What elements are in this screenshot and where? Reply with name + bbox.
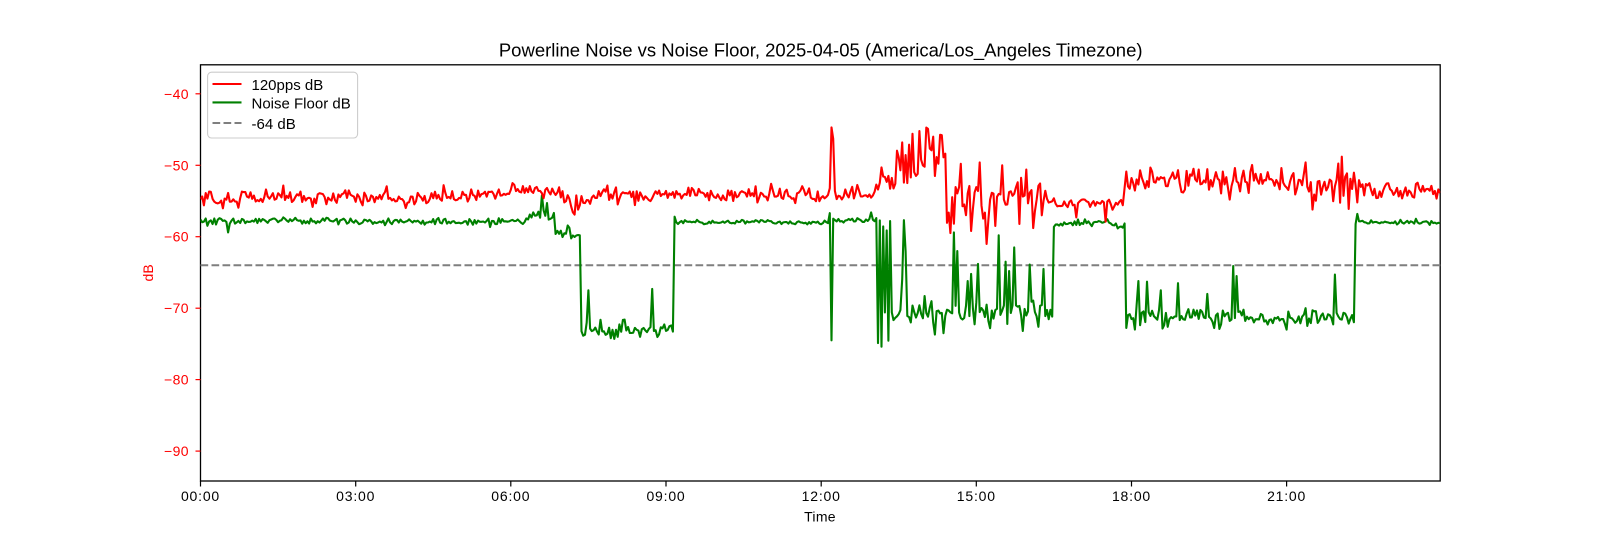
svg-text:−90: −90 (164, 443, 189, 459)
svg-text:−80: −80 (164, 372, 189, 388)
svg-text:Powerline Noise vs Noise Floor: Powerline Noise vs Noise Floor, 2025-04-… (499, 39, 1143, 61)
svg-text:−50: −50 (164, 157, 189, 173)
svg-text:03:00: 03:00 (336, 488, 375, 504)
svg-text:15:00: 15:00 (957, 488, 996, 504)
svg-text:09:00: 09:00 (646, 488, 685, 504)
svg-text:18:00: 18:00 (1112, 488, 1151, 504)
svg-text:00:00: 00:00 (181, 488, 220, 504)
svg-text:21:00: 21:00 (1267, 488, 1306, 504)
svg-text:−60: −60 (164, 229, 189, 245)
svg-text:12:00: 12:00 (802, 488, 841, 504)
svg-text:−40: −40 (164, 86, 189, 102)
svg-text:120pps dB: 120pps dB (252, 77, 324, 94)
svg-text:Time: Time (804, 509, 836, 525)
svg-text:06:00: 06:00 (491, 488, 530, 504)
svg-text:Noise Floor dB: Noise Floor dB (252, 96, 351, 113)
svg-text:-64 dB: -64 dB (252, 116, 296, 133)
svg-text:−70: −70 (164, 300, 189, 316)
svg-text:dB: dB (140, 264, 156, 281)
